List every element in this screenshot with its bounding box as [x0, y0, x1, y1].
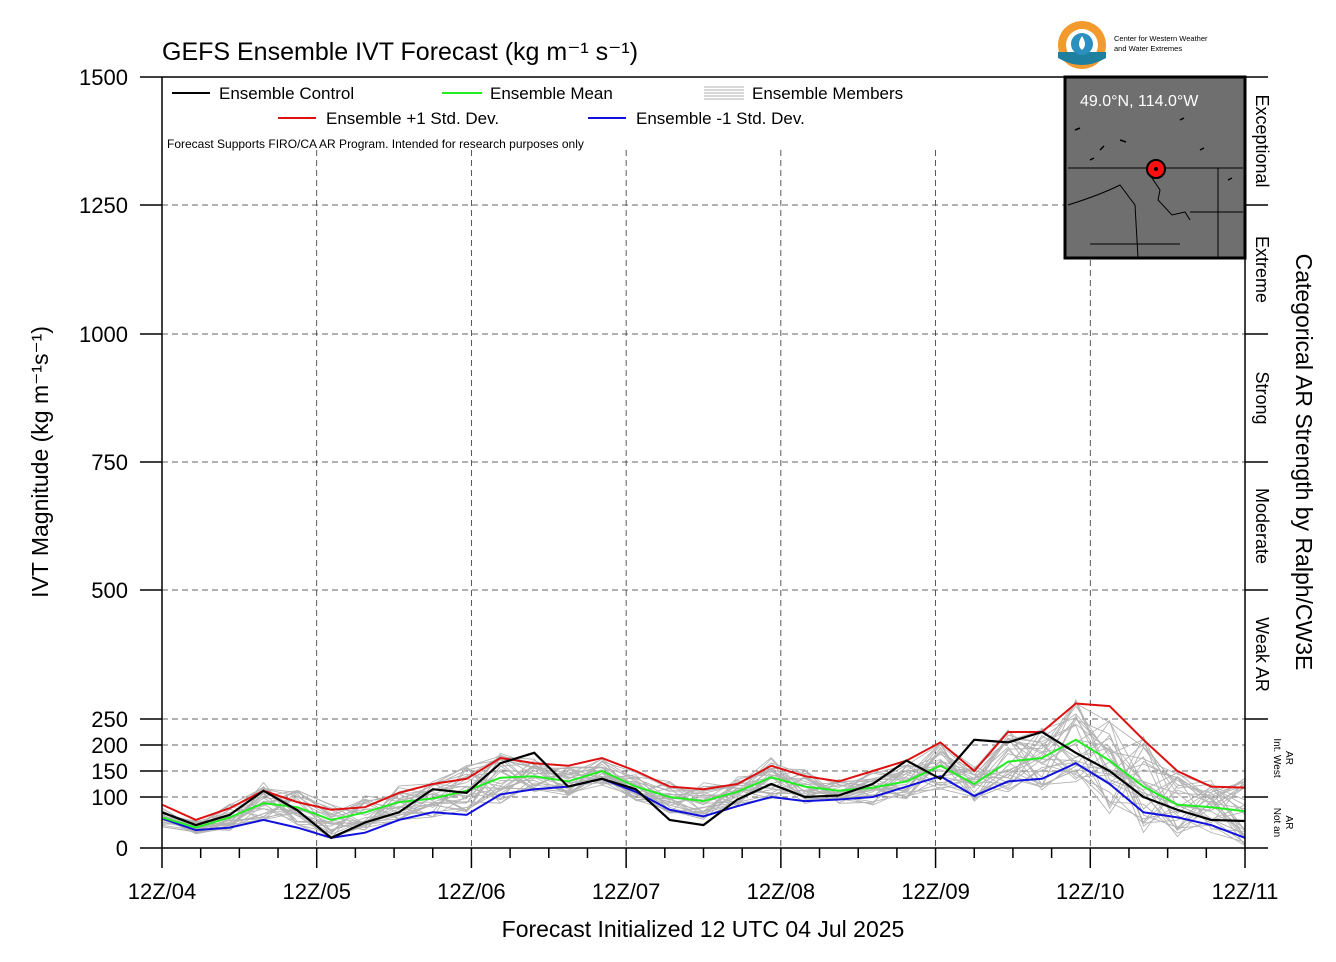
category-label-5: Extreme — [1252, 236, 1272, 303]
ensemble-member-line — [161, 720, 1246, 834]
x-tick-label: 12Z/10 — [1056, 879, 1125, 904]
y-tick-label: 100 — [91, 785, 128, 810]
research-note: Forecast Supports FIRO/CA AR Program. In… — [167, 137, 584, 151]
legend-minus-std: Ensemble -1 Std. Dev. — [636, 109, 805, 128]
chart-title: GEFS Ensemble IVT Forecast (kg m⁻¹ s⁻¹) — [162, 38, 638, 66]
ensemble-member-line — [161, 718, 1246, 828]
legend-mean: Ensemble Mean — [490, 84, 613, 103]
y-tick-label: 0 — [116, 836, 128, 861]
x-tick-label: 12Z/06 — [437, 879, 506, 904]
y-tick-label: 1000 — [79, 322, 128, 347]
category-label-2: Weak AR — [1252, 617, 1272, 692]
ensemble-member-line — [161, 717, 1246, 831]
category-label-0-b: AR — [1283, 816, 1294, 830]
y-tick-label: 750 — [91, 450, 128, 475]
x-axis-label: Forecast Initialized 12 UTC 04 Jul 2025 — [502, 916, 905, 942]
legend-members: Ensemble Members — [752, 84, 903, 103]
y-tick-label: 200 — [91, 733, 128, 758]
ensemble-member-line — [161, 737, 1246, 846]
x-tick-label: 12Z/05 — [282, 879, 351, 904]
x-tick-label: 12Z/04 — [128, 879, 197, 904]
category-label-4: Strong — [1252, 371, 1272, 424]
category-label-6: Exceptional — [1252, 94, 1272, 187]
legend: Ensemble Control Ensemble Mean Ensemble … — [167, 84, 903, 151]
series-line-0 — [161, 730, 1246, 840]
y-tick-label: 1250 — [79, 193, 128, 218]
ensemble-member-line — [161, 724, 1246, 829]
cw3e-logo: Center for Western Weather and Water Ext… — [1058, 21, 1208, 69]
y-tick-label: 500 — [91, 578, 128, 603]
logo-line1: Center for Western Weather — [1114, 34, 1208, 43]
right-axis-label: Categorical AR Strength by Ralph/CW3E — [1291, 254, 1317, 671]
ensemble-member-line — [161, 735, 1246, 835]
y-tick-label: 250 — [91, 707, 128, 732]
ensemble-member-line — [161, 743, 1246, 844]
inset-coordinates: 49.0°N, 114.0°W — [1080, 93, 1199, 110]
y-tick-label: 150 — [91, 759, 128, 784]
category-label-3: Moderate — [1252, 488, 1272, 564]
ensemble-member-line — [161, 735, 1246, 832]
x-tick-label: 12Z/11 — [1212, 879, 1279, 904]
x-tick-label: 12Z/08 — [747, 879, 816, 904]
legend-plus-std: Ensemble +1 Std. Dev. — [326, 109, 499, 128]
ensemble-member-line — [161, 758, 1246, 843]
logo-line2: and Water Extremes — [1114, 44, 1182, 53]
category-label-1: Int. West — [1271, 738, 1282, 777]
ensemble-member-line — [161, 738, 1246, 839]
inset-map: 49.0°N, 114.0°W — [1063, 75, 1247, 260]
y-tick-label: 1500 — [79, 65, 128, 90]
category-label-0: Not an — [1271, 808, 1282, 837]
series-line-2 — [161, 702, 1246, 822]
series-line-3 — [161, 762, 1246, 839]
x-tick-label: 12Z/07 — [592, 879, 661, 904]
legend-members-swatch — [704, 86, 744, 100]
x-tick-label: 12Z/09 — [901, 879, 970, 904]
legend-control: Ensemble Control — [219, 84, 354, 103]
y-axis-label: IVT Magnitude (kg m⁻¹s⁻¹) — [27, 326, 53, 598]
category-label-1-b: AR — [1283, 751, 1294, 765]
